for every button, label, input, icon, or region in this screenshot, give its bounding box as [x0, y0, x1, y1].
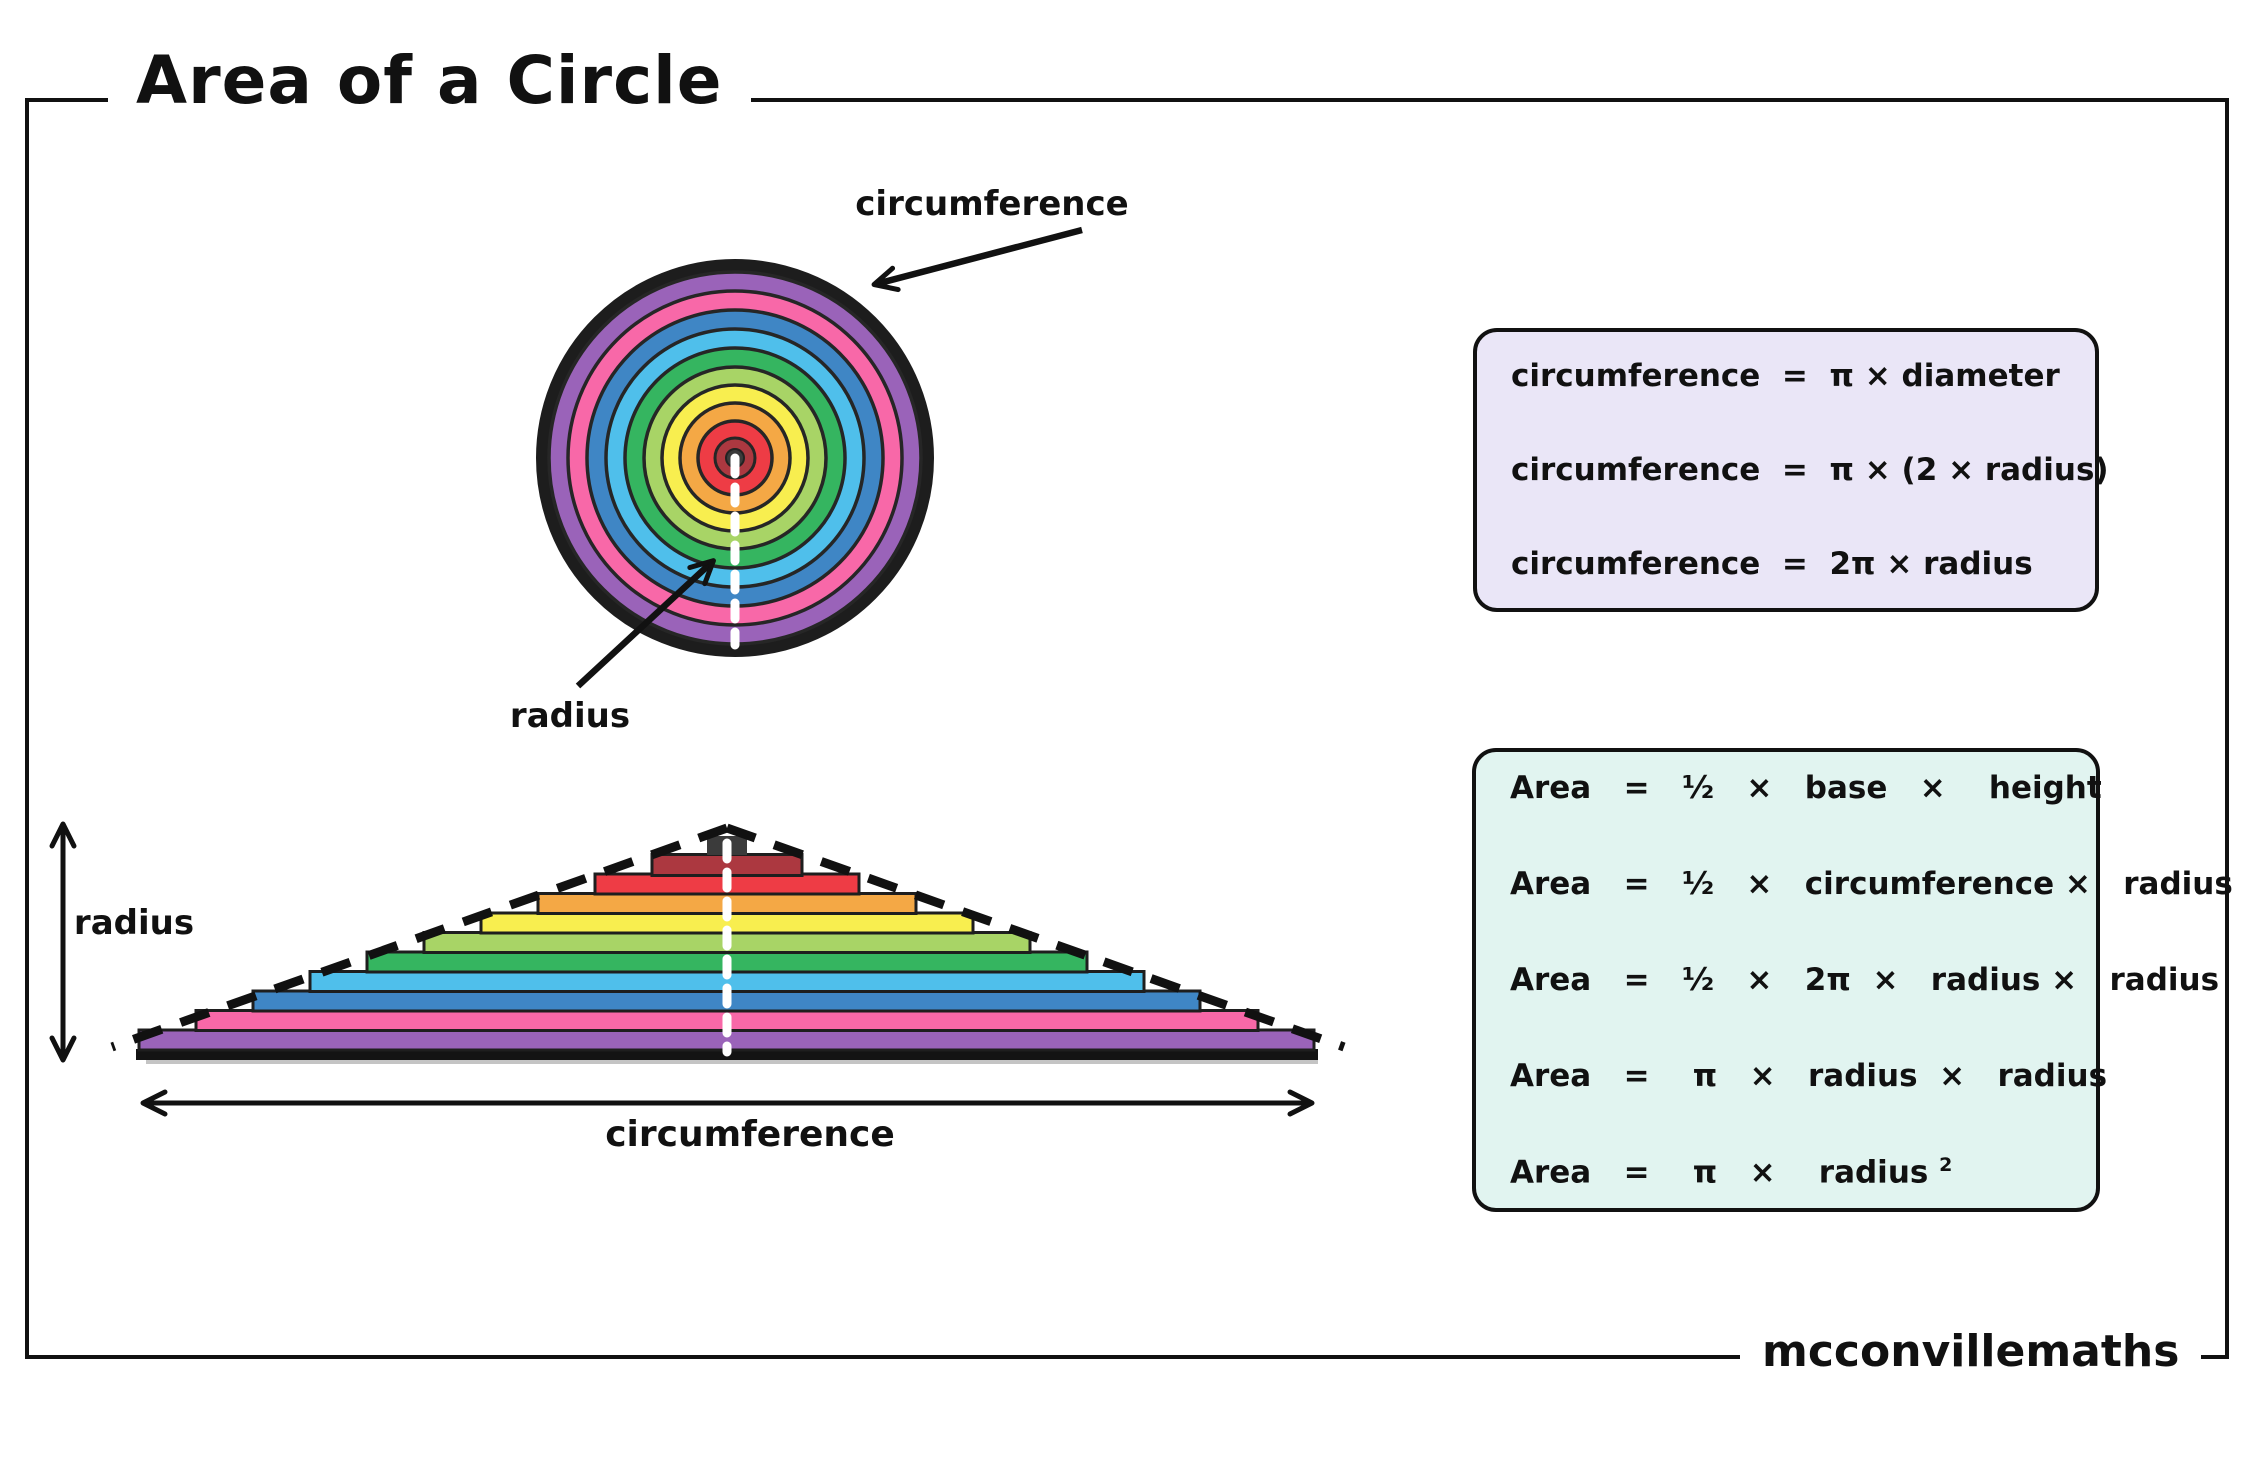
- circle-circumference-label: circumference: [855, 184, 1128, 224]
- page-title: Area of a Circle: [108, 42, 751, 119]
- area-formula-5-main: Area = π × radius: [1510, 1153, 1929, 1190]
- poster-frame-border: [25, 98, 2229, 1359]
- pyramid-radius-label: radius: [74, 903, 194, 943]
- circumference-formula-3: circumference = 2π × radius: [1511, 546, 2033, 582]
- area-formula-5-superscript: 2: [1939, 1153, 1953, 1176]
- circumference-formula-1: circumference = π × diameter: [1511, 358, 2060, 394]
- area-formula-3: Area = ½ × 2π × radius × radius: [1510, 961, 2220, 998]
- circumference-formula-box: circumference = π × diameter circumferen…: [1473, 328, 2109, 612]
- circumference-formula-2: circumference = π × (2 × radius): [1511, 452, 2109, 488]
- circle-diagram: [536, 259, 934, 657]
- area-formula-2: Area = ½ × circumference × radius: [1510, 865, 2233, 902]
- watermark: mcconvillemaths: [1740, 1326, 2202, 1377]
- area-formula-4: Area = π × radius × radius: [1510, 1057, 2108, 1094]
- circle-outer-rim: [536, 259, 934, 657]
- circumference-arrow: [871, 226, 1083, 293]
- circle-radius-label: radius: [510, 696, 630, 736]
- radius-arrow: [575, 558, 716, 689]
- area-formula-1: Area = ½ × base × height: [1510, 770, 2102, 806]
- pyramid-diagram: [110, 823, 1346, 1064]
- pyramid-base-shadow: [146, 1060, 1318, 1064]
- area-formula-box: Area = ½ × base × height Area = ½ × circ…: [1472, 748, 2233, 1212]
- area-formula-5: Area = π × radius 2: [1476, 1154, 2096, 1190]
- pyramid-dashed-triangle: [110, 823, 1346, 1052]
- pyramid-circumference-label: circumference: [605, 1114, 895, 1155]
